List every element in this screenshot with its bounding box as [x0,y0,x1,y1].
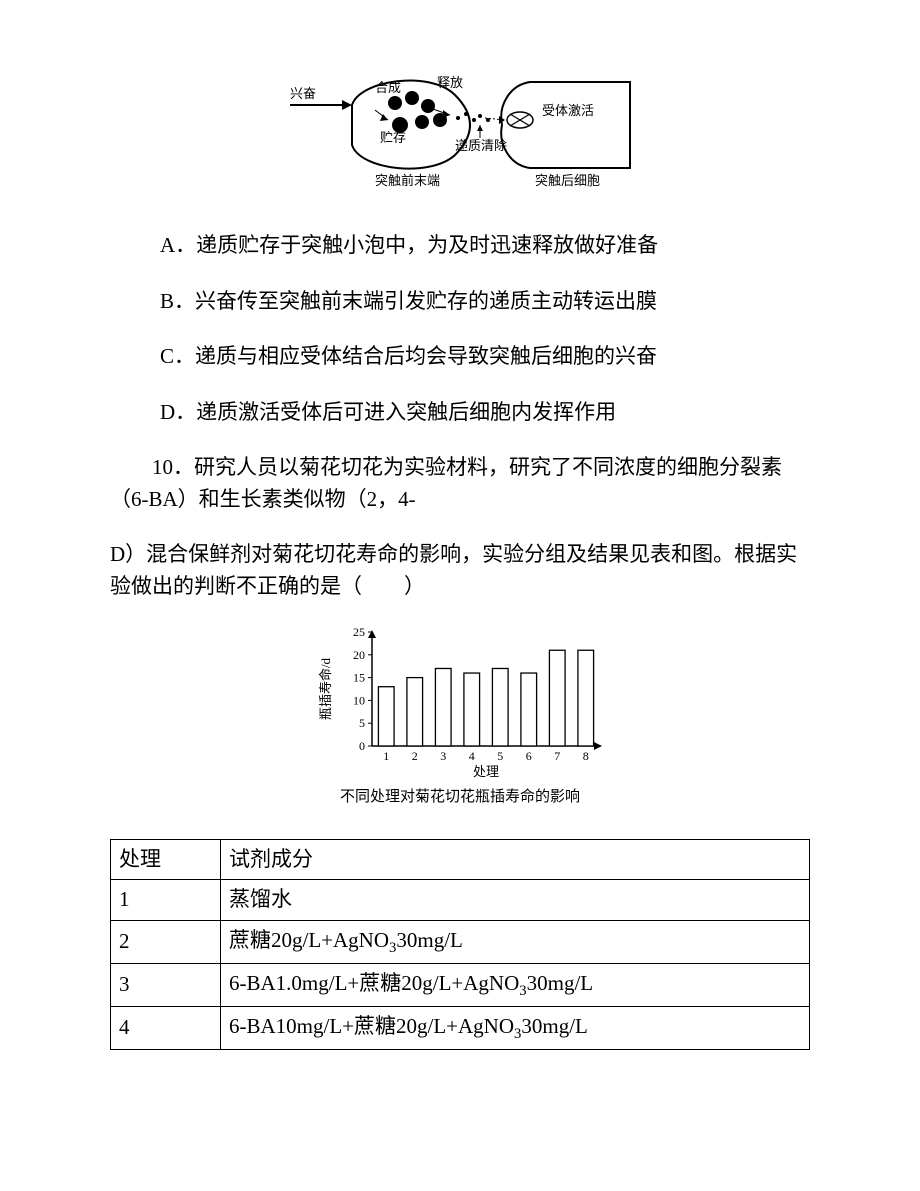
svg-text:15: 15 [353,671,365,685]
table-row: 1蒸馏水 [111,880,810,921]
cell-reagent: 6-BA10mg/L+蔗糖20g/L+AgNO330mg/L [221,1006,810,1049]
svg-text:7: 7 [554,749,560,763]
label-receptor: 受体激活 [542,103,594,118]
receptor-icon [507,112,533,128]
q10-line2: D）混合保鲜剂对菊花切花寿命的影响，实验分组及结果见表和图。根据实验做出的判断不… [110,539,810,602]
cell-treatment: 1 [111,880,221,921]
cell-reagent: 蒸馏水 [221,880,810,921]
label-pre: 突触前末端 [375,173,440,188]
bar-chart-figure: 0 5 10 15 20 25 1 2 3 4 5 6 7 8 处理 瓶插寿命/d 不同处理对菊花切花瓶插寿命… [110,622,810,809]
cell-reagent: 6-BA1.0mg/L+蔗糖20g/L+AgNO330mg/L [221,963,810,1006]
svg-text:处理: 处理 [473,764,499,779]
table-header-row: 处理试剂成分 [111,839,810,880]
cell-reagent: 蔗糖20g/L+AgNO330mg/L [221,920,810,963]
svg-text:20: 20 [353,648,365,662]
option-c: C．递质与相应受体结合后均会导致突触后细胞的兴奋 [160,341,810,373]
label-storage: 贮存 [380,130,406,145]
synapse-diagram: 兴奋 合成 贮存 释放 受体激活 [110,70,810,190]
label-release: 释放 [437,75,463,90]
svg-text:0: 0 [359,739,365,753]
synapse-svg: 兴奋 合成 贮存 释放 受体激活 [280,70,640,190]
table-row: 46-BA10mg/L+蔗糖20g/L+AgNO330mg/L [111,1006,810,1049]
svg-text:10: 10 [353,693,365,707]
cell-treatment: 2 [111,920,221,963]
treatment-table: 处理试剂成分1蒸馏水2蔗糖20g/L+AgNO330mg/L36-BA1.0mg… [110,839,810,1051]
cell-reagent: 试剂成分 [221,839,810,880]
bar-chart-svg: 0 5 10 15 20 25 1 2 3 4 5 6 7 8 处理 瓶插寿命/d [310,622,610,782]
svg-text:2: 2 [412,749,418,763]
table-row: 36-BA1.0mg/L+蔗糖20g/L+AgNO330mg/L [111,963,810,1006]
svg-text:瓶插寿命/d: 瓶插寿命/d [318,657,333,720]
svg-text:5: 5 [359,716,365,730]
label-synthesis: 合成 [375,80,401,95]
cell-treatment: 4 [111,1006,221,1049]
option-b: B．兴奋传至突触前末端引发贮存的递质主动转运出膜 [160,286,810,318]
svg-text:4: 4 [469,749,475,763]
svg-text:5: 5 [497,749,503,763]
label-excite: 兴奋 [290,86,316,101]
option-d: D．递质激活受体后可进入突触后细胞内发挥作用 [160,397,810,429]
svg-text:6: 6 [526,749,532,763]
svg-text:1: 1 [383,749,389,763]
q10-line1: 10．研究人员以菊花切花为实验材料，研究了不同浓度的细胞分裂素（6-BA）和生长… [110,452,810,515]
label-clearance: 递质清除 [455,138,507,153]
table-row: 2蔗糖20g/L+AgNO330mg/L [111,920,810,963]
svg-text:25: 25 [353,625,365,639]
cell-treatment: 处理 [111,839,221,880]
chart-caption: 不同处理对菊花切花瓶插寿命的影响 [340,786,580,809]
label-post: 突触后细胞 [535,173,600,188]
svg-text:8: 8 [583,749,589,763]
option-a: A．递质贮存于突触小泡中，为及时迅速释放做好准备 [160,230,810,262]
cell-treatment: 3 [111,963,221,1006]
svg-text:3: 3 [440,749,446,763]
